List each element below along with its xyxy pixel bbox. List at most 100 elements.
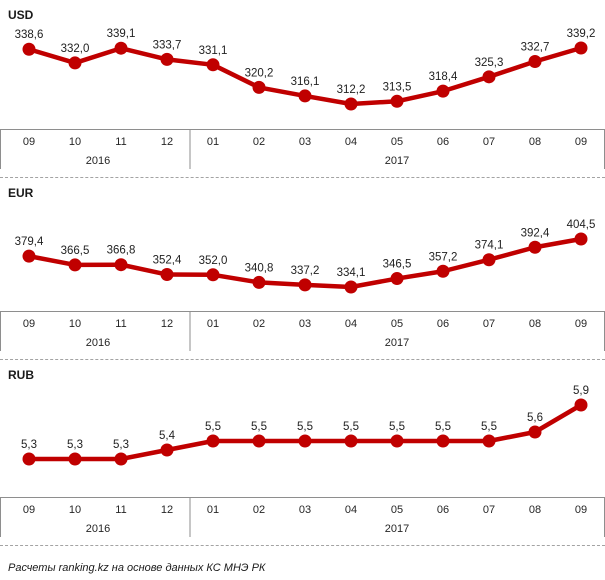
data-label: 352,4 (153, 255, 182, 267)
year-label: 2017 (385, 337, 409, 349)
data-label: 5,3 (21, 439, 37, 451)
rub-line-chart: 5,3 5,3 5,3 5,4 5,5 5,5 5,5 5,5 5,5 5,5 5,5 5,6 5,9 0… (0, 385, 605, 537)
month-label: 09 (23, 136, 35, 148)
month-label: 01 (207, 318, 219, 330)
data-point (298, 434, 312, 448)
month-label: 10 (69, 318, 81, 330)
data-label: 5,5 (297, 421, 313, 433)
month-label: 04 (345, 318, 357, 330)
month-label: 02 (253, 504, 265, 516)
data-label: 5,5 (435, 421, 451, 433)
month-label: 05 (391, 504, 403, 516)
data-label: 5,3 (67, 439, 83, 451)
data-label: 392,4 (521, 227, 550, 239)
data-point (252, 80, 266, 94)
month-label: 04 (345, 136, 357, 148)
data-label: 352,0 (199, 255, 228, 267)
data-point (68, 56, 82, 70)
data-point (344, 434, 358, 448)
month-label: 09 (23, 318, 35, 330)
data-point (160, 52, 174, 66)
data-point (160, 443, 174, 457)
data-point (298, 278, 312, 292)
month-label: 12 (161, 318, 173, 330)
month-label: 01 (207, 136, 219, 148)
month-label: 03 (299, 318, 311, 330)
data-label: 5,5 (251, 421, 267, 433)
usd-chart-title: USD (8, 8, 34, 22)
month-label: 06 (437, 318, 449, 330)
data-point (390, 94, 404, 108)
data-label: 333,7 (153, 39, 182, 51)
month-label: 10 (69, 136, 81, 148)
month-label: 07 (483, 504, 495, 516)
eur-line-chart: 379,4 366,5 366,8 352,4 352,0 340,8 337,2 334,1… (0, 219, 605, 351)
eur-chart-title: EUR (8, 186, 34, 200)
data-point (22, 42, 36, 56)
data-label: 5,5 (343, 421, 359, 433)
data-point (68, 258, 82, 272)
data-label: 5,9 (573, 385, 589, 397)
data-point (436, 84, 450, 98)
year-label: 2017 (385, 523, 409, 535)
data-label: 374,1 (475, 240, 504, 252)
data-label: 332,0 (61, 43, 90, 55)
data-point (574, 232, 588, 246)
data-point (482, 434, 496, 448)
month-label: 07 (483, 318, 495, 330)
data-label: 5,6 (527, 412, 543, 424)
data-label: 312,2 (337, 84, 366, 96)
data-label: 340,8 (245, 262, 274, 274)
rub-chart-title: RUB (8, 368, 34, 382)
data-label: 366,8 (107, 245, 136, 257)
data-point (206, 434, 220, 448)
data-point (298, 89, 312, 103)
month-label: 11 (115, 504, 126, 516)
data-label: 320,2 (245, 67, 274, 79)
data-label: 357,2 (429, 251, 458, 263)
data-label: 316,1 (291, 76, 320, 88)
data-point (206, 268, 220, 282)
data-point (252, 434, 266, 448)
month-label: 06 (437, 136, 449, 148)
data-point (574, 41, 588, 55)
eur-chart-section: EUR 379,4 366,5 366,8 352,4 352,0 340,8 337,2 3… (0, 178, 605, 360)
data-label: 5,5 (389, 421, 405, 433)
month-label: 09 (575, 136, 587, 148)
month-label: 01 (207, 504, 219, 516)
data-label: 332,7 (521, 41, 550, 53)
data-point (528, 240, 542, 254)
year-label: 2016 (86, 155, 110, 167)
data-point (344, 97, 358, 111)
data-label: 339,2 (567, 28, 596, 40)
usd-chart-section: USD 338,6 332,0 339,1 333,7 331,1 320,2 316,1 3… (0, 0, 605, 178)
month-label: 03 (299, 136, 311, 148)
data-label: 5,5 (481, 421, 497, 433)
month-label: 11 (115, 318, 126, 330)
month-label: 06 (437, 504, 449, 516)
month-label: 09 (575, 318, 587, 330)
data-point (344, 280, 358, 294)
month-label: 05 (391, 318, 403, 330)
data-point (528, 54, 542, 68)
data-label: 5,5 (205, 421, 221, 433)
data-point (206, 58, 220, 72)
data-point (436, 264, 450, 278)
data-label: 318,4 (429, 71, 458, 83)
data-point (114, 41, 128, 55)
data-label: 346,5 (383, 259, 412, 271)
data-label: 404,5 (567, 219, 596, 231)
month-label: 08 (529, 504, 541, 516)
data-point (114, 258, 128, 272)
month-label: 02 (253, 318, 265, 330)
year-label: 2016 (86, 523, 110, 535)
month-label: 07 (483, 136, 495, 148)
data-label: 338,6 (15, 29, 44, 41)
data-label: 5,4 (159, 430, 176, 442)
data-point (252, 275, 266, 289)
data-point (22, 249, 36, 263)
month-label: 10 (69, 504, 81, 516)
data-point (22, 452, 36, 466)
source-footer: Расчеты ranking.kz на основе данных КС М… (0, 546, 605, 580)
month-label: 05 (391, 136, 403, 148)
